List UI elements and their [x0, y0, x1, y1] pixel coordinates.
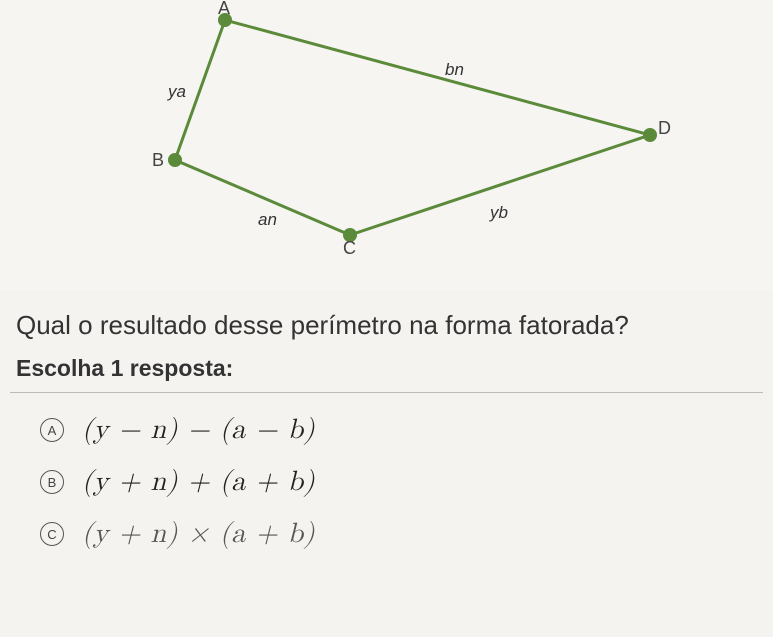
quadrilateral-svg	[0, 0, 773, 290]
vertex-B-label: B	[152, 150, 164, 171]
choice-A[interactable]: A (y − n) − (a − b)	[16, 405, 757, 457]
edge-AD-label: bn	[445, 60, 464, 80]
vertex-A-label: A	[218, 0, 230, 19]
choice-A-marker: A	[40, 418, 64, 442]
choice-C-marker: C	[40, 522, 64, 546]
vertex-D-label: D	[658, 118, 671, 139]
question-text: Qual o resultado desse perímetro na form…	[0, 290, 773, 351]
choice-B-expression: (y + n) + (a + b)	[82, 465, 315, 499]
choose-prompt: Escolha 1 resposta:	[0, 351, 773, 392]
vertex-C-label: C	[343, 238, 356, 259]
edge-BC-label: an	[258, 210, 277, 230]
choice-B-marker: B	[40, 470, 64, 494]
choices-list: A (y − n) − (a − b) B (y + n) + (a + b) …	[0, 405, 773, 561]
choice-B[interactable]: B (y + n) + (a + b)	[16, 457, 757, 509]
vertex-D-point	[643, 128, 657, 142]
choice-C[interactable]: C (y + n) × (a + b)	[16, 509, 757, 561]
quadrilateral-path	[175, 20, 650, 235]
choice-A-expression: (y − n) − (a − b)	[82, 413, 315, 447]
divider	[10, 392, 763, 393]
edge-AB-label: ya	[168, 82, 186, 102]
geometry-diagram: A B C D ya bn an yb	[0, 0, 773, 290]
choice-C-expression: (y + n) × (a + b)	[82, 517, 315, 551]
edge-CD-label: yb	[490, 203, 508, 223]
vertex-B-point	[168, 153, 182, 167]
